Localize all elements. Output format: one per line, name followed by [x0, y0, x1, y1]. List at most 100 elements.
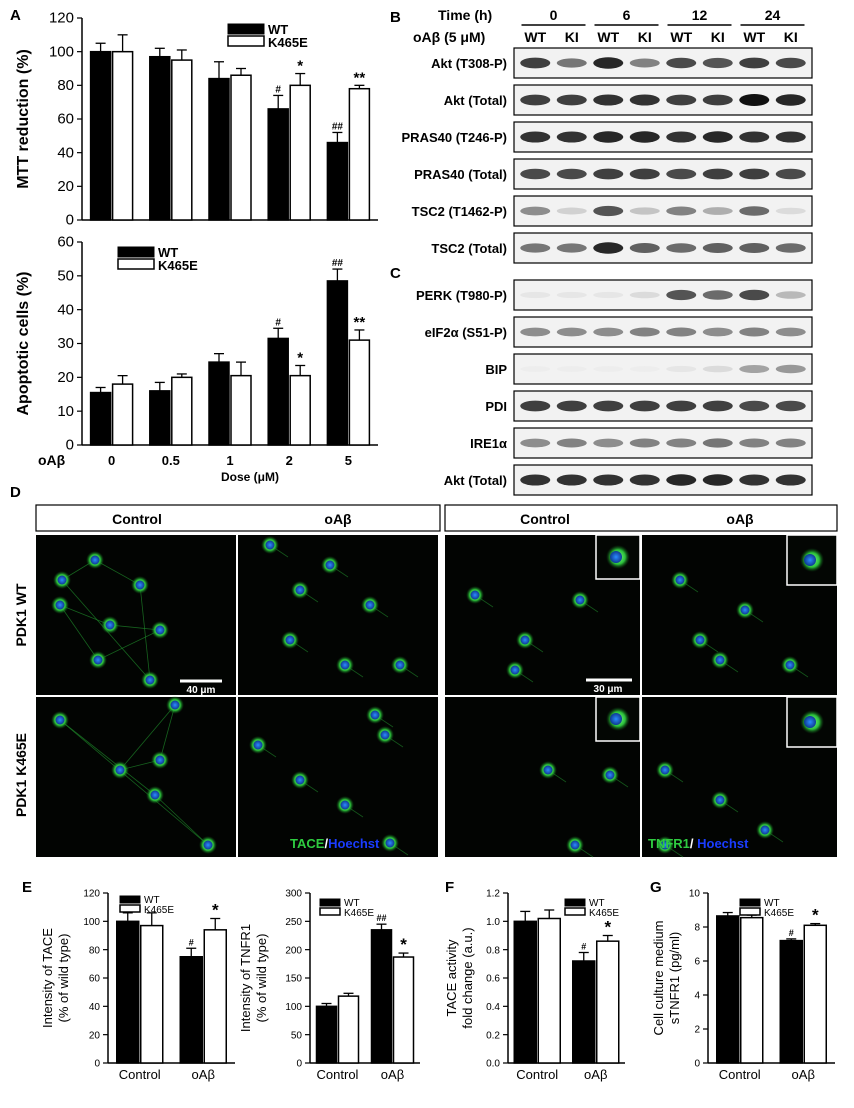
- y-axis-label-line2: sTNFR1 (pg/ml): [667, 932, 682, 1024]
- scale-label-right: 30 μm: [594, 684, 623, 695]
- blot-band: [666, 243, 697, 253]
- blot-band: [593, 291, 624, 299]
- significance-mark: *: [297, 58, 303, 75]
- bar-wt-1: [179, 956, 203, 1064]
- blot-band: [629, 58, 660, 68]
- blot-band: [556, 474, 587, 486]
- y-tick-label: 60: [57, 234, 74, 251]
- blot-band: [739, 131, 770, 143]
- blot-band: [702, 365, 733, 373]
- y-axis-label: TACE activity: [444, 939, 459, 1017]
- blot-frame: [513, 353, 813, 385]
- significance-mark: *: [297, 349, 303, 366]
- blot-band: [557, 366, 587, 372]
- lane-label: KI: [711, 29, 725, 45]
- y-tick-label: 0.0: [486, 1059, 500, 1070]
- blot-band: [739, 57, 770, 69]
- y-tick-label: 0.8: [486, 945, 500, 956]
- blot-band: [629, 243, 660, 253]
- tace-activity-chart: 0.0 0.2 0.4 0.6 0.8 1.0 1.2 TACE activity fold c…: [444, 889, 625, 1082]
- blot-label: BIP: [485, 362, 507, 377]
- x-axis-label: Dose (μM): [221, 470, 279, 484]
- blot-band: [775, 131, 806, 143]
- neurite: [159, 704, 176, 761]
- blot-band: [593, 242, 624, 254]
- bar-k465e-1: [203, 929, 227, 1064]
- time-point-6: 6: [623, 7, 631, 23]
- blot-band: [593, 327, 624, 337]
- blot-band: [520, 438, 551, 448]
- bar-wt-1: [149, 390, 171, 446]
- x-tick-label: 0: [108, 453, 115, 468]
- blot-label: TSC2 (T1462-P): [412, 204, 507, 219]
- y-tick-label: 2: [694, 1025, 700, 1036]
- bar-k465e-0: [740, 916, 764, 1064]
- y-axis-label-line2: (% of wild type): [254, 934, 269, 1023]
- blot-label: PDI: [485, 399, 507, 414]
- legend-swatch-wt: [119, 895, 141, 904]
- y-tick-label: 6: [694, 957, 700, 968]
- cell-nucleus: [93, 655, 103, 665]
- legend-label-k465e: K465E: [268, 35, 308, 50]
- header-control-left: Control: [112, 511, 162, 527]
- lane-label: KI: [638, 29, 652, 45]
- panel-label-e: E: [22, 879, 32, 896]
- stain-label-right: TNFR1/ Hoechst: [648, 836, 749, 851]
- blot-band: [702, 290, 733, 300]
- cell-nucleus: [370, 710, 380, 720]
- panel-label-d: D: [10, 484, 21, 501]
- y-tick-label: 20: [57, 369, 74, 386]
- bar-k465e-1: [171, 376, 193, 446]
- blot-band: [702, 131, 733, 143]
- tace-intensity-chart: 0 20 40 60 80 100 120 Intensity of TACE (% of wi…: [40, 889, 235, 1082]
- x-prefix-label: oAβ: [38, 452, 66, 468]
- micrograph-l-wt-oab: [238, 535, 438, 695]
- blot-band: [775, 57, 806, 69]
- blot-band: [775, 474, 806, 486]
- bar-k465e-1: [596, 940, 620, 1064]
- inset-nucleus: [610, 713, 622, 725]
- blot-band: [629, 474, 660, 486]
- legend-label-wt: WT: [144, 895, 160, 906]
- bar-wt-4: [326, 141, 349, 221]
- blot-band: [520, 168, 551, 180]
- micrograph-l-wt-ctrl: [36, 535, 236, 695]
- cell-nucleus: [115, 765, 125, 775]
- blot-band: [739, 364, 770, 374]
- x-tick-label: 2: [286, 453, 293, 468]
- y-tick-label: 4: [694, 991, 700, 1002]
- y-tick-label: 100: [285, 1002, 302, 1013]
- y-tick-label: 60: [89, 974, 101, 985]
- bar-wt-0: [89, 50, 112, 221]
- y-axis-label: Cell culture medium: [651, 921, 666, 1036]
- micrograph-background: [36, 535, 236, 695]
- y-tick-label: 10: [689, 889, 701, 900]
- neurite: [154, 794, 209, 846]
- x-tick-label: oAβ: [584, 1067, 607, 1082]
- cell-nucleus: [155, 755, 165, 765]
- legend-swatch-k465e: [227, 35, 265, 47]
- y-tick-label: 20: [89, 1030, 101, 1041]
- cell-nucleus: [605, 770, 615, 780]
- microscopy-panel: Control oAβ Control oAβ PDK1 WT PDK1 K465E 40 …: [13, 504, 838, 858]
- blot-band: [556, 58, 587, 68]
- legend-swatch-k465e: [564, 907, 586, 916]
- right-header-box: [444, 504, 838, 532]
- apoptosis-chart: 0 10 20 30 40 50 60 Apoptotic cells (%) 0 0.5 1 # * 2…: [15, 234, 378, 484]
- y-axis-label-line2: (% of wild type): [56, 934, 71, 1023]
- cell-nucleus: [660, 840, 670, 850]
- blot-band: [702, 207, 733, 215]
- cell-nucleus: [90, 555, 100, 565]
- tnfr1-intensity-chart: 0 50 100 150 200 250 300 Intensity of TNFR1 (% o…: [238, 889, 420, 1082]
- time-point-24: 24: [765, 7, 781, 23]
- blot-band: [702, 474, 733, 486]
- blot-band: [739, 289, 770, 301]
- x-tick-label: Control: [317, 1067, 359, 1082]
- blot-band: [556, 243, 587, 253]
- blot-band: [775, 364, 806, 374]
- y-tick-label: 80: [57, 77, 74, 94]
- legend-label-k465e: K465E: [158, 258, 198, 273]
- y-tick-label: 0: [94, 1059, 100, 1070]
- blot-band: [593, 131, 624, 143]
- blot-band: [629, 291, 660, 299]
